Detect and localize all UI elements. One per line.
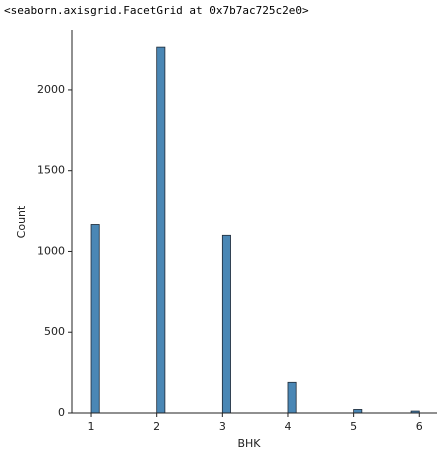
y-tick-label: 1500	[37, 164, 65, 177]
x-tick-label: 3	[219, 420, 226, 433]
x-tick-label: 4	[284, 420, 291, 433]
x-axis-label: BHK	[237, 437, 261, 450]
bar	[221, 234, 231, 414]
x-tick-label: 1	[88, 420, 95, 433]
y-tick-label: 2000	[37, 83, 65, 96]
bar	[287, 381, 297, 414]
output-text: <seaborn.axisgrid.FacetGrid at 0x7b7ac72…	[4, 4, 309, 17]
bar	[90, 224, 100, 414]
bar	[353, 409, 363, 414]
x-tick-label: 2	[153, 420, 160, 433]
bar	[156, 46, 166, 414]
y-tick-label: 0	[58, 406, 65, 419]
y-tick-label: 500	[44, 325, 65, 338]
y-axis-label: Count	[15, 205, 28, 238]
y-tick-label: 1000	[37, 244, 65, 257]
x-tick-label: 6	[416, 420, 423, 433]
x-tick-label: 5	[350, 420, 357, 433]
